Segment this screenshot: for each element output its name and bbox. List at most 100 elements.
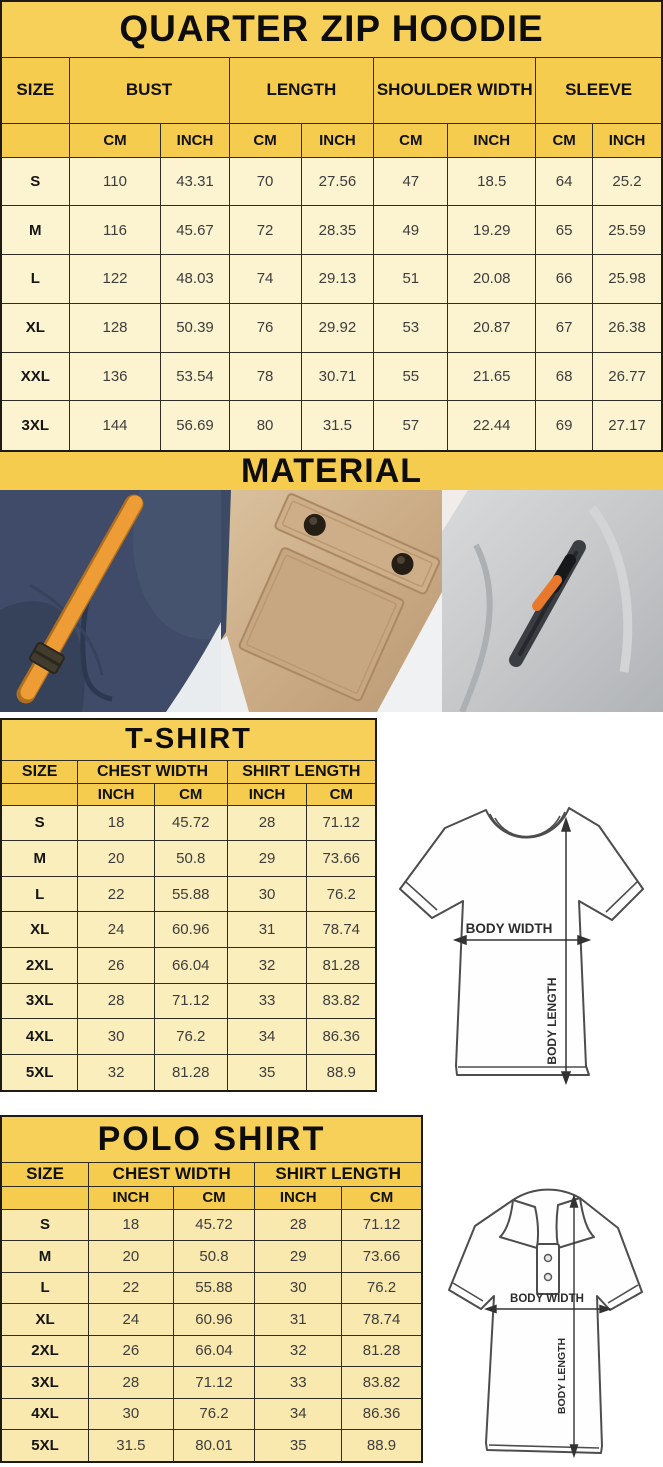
polo-size-table: POLO SHIRT SIZE CHEST WIDTH SHIRT LENGTH INC…: [0, 1115, 423, 1463]
measurement-value: 64: [535, 156, 594, 207]
measurement-value: 27.17: [592, 400, 663, 452]
unit-header: CM: [373, 122, 449, 158]
measurement-value: 28: [226, 804, 308, 842]
size-row: M 20 50.8 29 73.66: [0, 840, 377, 877]
size-row: XL 24 60.96 31 78.74: [0, 911, 377, 948]
measurement-value: 30: [254, 1271, 343, 1305]
measurement-value: 26: [88, 1334, 174, 1368]
size-row: 3XL 28 71.12 33 83.82: [0, 982, 377, 1020]
size-label: 2XL: [0, 1334, 90, 1368]
measurement-value: 66.04: [172, 1334, 256, 1368]
tshirt-diagram: BODY WIDTH BODY LENGTH: [399, 807, 644, 1085]
measurement-value: 88.9: [341, 1429, 423, 1463]
measurement-value: 80.01: [172, 1429, 256, 1463]
size-label: 4XL: [0, 1397, 90, 1431]
table-title: POLO SHIRT: [0, 1115, 423, 1163]
unit-header-spacer: [0, 782, 79, 806]
unit-header: INCH: [447, 122, 537, 158]
measurement-value: 83.82: [306, 982, 377, 1020]
measurement-value: 71.12: [172, 1366, 256, 1399]
measurement-value: 144: [68, 400, 162, 452]
tshirt-size-table: T-SHIRT SIZE CHEST WIDTH SHIRT LENGTH INCH CM…: [0, 718, 377, 1092]
measurement-value: 56.69: [160, 400, 230, 452]
unit-header: INCH: [88, 1185, 174, 1210]
measurement-value: 20: [88, 1240, 174, 1273]
column-group-header: SIZE: [0, 759, 79, 784]
measurement-value: 122: [68, 254, 162, 304]
measurement-value: 73.66: [341, 1240, 423, 1273]
measurement-value: 20.08: [447, 254, 537, 304]
measurement-value: 33: [254, 1366, 343, 1399]
measurement-value: 43.31: [160, 156, 230, 207]
measurement-value: 18: [88, 1208, 174, 1242]
tshirt-body-length-label: BODY LENGTH: [545, 977, 559, 1064]
measurement-value: 116: [68, 205, 162, 256]
measurement-value: 30: [88, 1397, 174, 1431]
tshirt-body-width-label: BODY WIDTH: [466, 921, 553, 936]
measurement-value: 31.5: [300, 400, 375, 452]
measurement-value: 31: [254, 1303, 343, 1336]
column-group-header: CHEST WIDTH: [88, 1161, 256, 1187]
measurement-value: 86.36: [306, 1018, 377, 1055]
size-row: M 116 45.67 72 28.35 49 19.29 65 25.59: [0, 205, 663, 256]
size-row: S 18 45.72 28 71.12: [0, 804, 377, 842]
measurement-value: 50.39: [160, 302, 230, 353]
measurement-value: 29.92: [300, 302, 375, 353]
size-label: S: [0, 804, 79, 842]
measurement-value: 45.72: [172, 1208, 256, 1242]
measurement-value: 53.54: [160, 351, 230, 402]
unit-header: INCH: [160, 122, 230, 158]
unit-header: INCH: [77, 782, 155, 806]
measurement-value: 50.8: [153, 840, 228, 877]
measurement-value: 47: [373, 156, 449, 207]
unit-header-spacer: [0, 1185, 90, 1210]
measurement-value: 81.28: [341, 1334, 423, 1368]
measurement-value: 20: [77, 840, 155, 877]
measurement-value: 34: [226, 1018, 308, 1055]
measurement-value: 76.2: [341, 1271, 423, 1305]
size-row: M 20 50.8 29 73.66: [0, 1240, 423, 1273]
size-label: L: [0, 1271, 90, 1305]
measurement-value: 55.88: [172, 1271, 256, 1305]
material-section-title: MATERIAL: [0, 452, 663, 490]
measurement-value: 88.9: [306, 1053, 377, 1092]
measurement-value: 57: [373, 400, 449, 452]
measurement-value: 68: [535, 351, 594, 402]
measurement-value: 26.77: [592, 351, 663, 402]
unit-header: INCH: [592, 122, 663, 158]
size-label: 5XL: [0, 1053, 79, 1092]
material-photo-khaki-pocket: [221, 490, 442, 712]
measurement-value: 66.04: [153, 947, 228, 984]
material-photo-gray-zipper: [442, 490, 663, 712]
size-label: L: [0, 875, 79, 913]
measurement-value: 74: [228, 254, 302, 304]
measurement-value: 25.98: [592, 254, 663, 304]
measurement-value: 32: [77, 1053, 155, 1092]
size-row: 5XL 32 81.28 35 88.9: [0, 1053, 377, 1092]
size-row: S 110 43.31 70 27.56 47 18.5 64 25.2: [0, 156, 663, 207]
measurement-value: 78.74: [306, 911, 377, 948]
polo-diagram: BODY WIDTH BODY LENGTH: [448, 1188, 643, 1459]
measurement-value: 35: [254, 1429, 343, 1463]
measurement-value: 65: [535, 205, 594, 256]
size-row: XL 128 50.39 76 29.92 53 20.87 67 26.38: [0, 302, 663, 353]
measurement-value: 25.2: [592, 156, 663, 207]
measurement-value: 83.82: [341, 1366, 423, 1399]
measurement-value: 29: [226, 840, 308, 877]
measurement-value: 32: [254, 1334, 343, 1368]
column-group-header: SIZE: [0, 56, 70, 124]
unit-header: INCH: [254, 1185, 343, 1210]
unit-header: CM: [172, 1185, 256, 1210]
measurement-value: 31: [226, 911, 308, 948]
table-title: T-SHIRT: [0, 718, 377, 761]
column-group-header: SHIRT LENGTH: [226, 759, 377, 784]
measurement-value: 49: [373, 205, 449, 256]
measurement-value: 70: [228, 156, 302, 207]
polo-body-length-label: BODY LENGTH: [556, 1338, 568, 1414]
measurement-value: 69: [535, 400, 594, 452]
measurement-value: 81.28: [306, 947, 377, 984]
size-row: S 18 45.72 28 71.12: [0, 1208, 423, 1242]
measurement-value: 22: [77, 875, 155, 913]
measurement-value: 35: [226, 1053, 308, 1092]
drawcord-buckle: [29, 641, 65, 675]
